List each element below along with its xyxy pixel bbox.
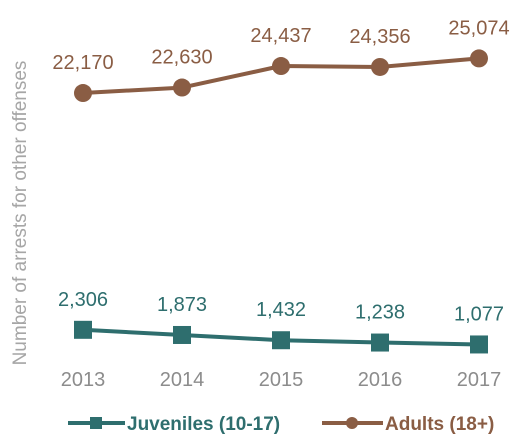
- data-label: 1,077: [454, 303, 504, 325]
- series-adults: 22,170 22,630 24,437 24,356 25,074: [52, 17, 510, 103]
- legend: Juveniles (10-17) Adults (18+): [68, 414, 494, 435]
- data-label: 24,437: [250, 25, 311, 47]
- data-point: [470, 49, 488, 68]
- x-tick-label: 2017: [457, 369, 502, 391]
- data-point: [272, 331, 290, 350]
- data-point: [74, 84, 92, 103]
- data-point: [272, 57, 290, 76]
- legend-item-juveniles: Juveniles (10-17): [68, 414, 280, 435]
- legend-marker: [346, 417, 358, 429]
- data-label: 24,356: [349, 26, 410, 48]
- data-label: 2,306: [58, 289, 108, 311]
- series-group: 2,306 1,873 1,432 1,238 1,077 22,170 22,630 24,…: [52, 17, 510, 354]
- x-tick-label: 2015: [259, 369, 304, 391]
- data-point: [470, 335, 488, 354]
- series-juveniles: 2,306 1,873 1,432 1,238 1,077: [58, 289, 504, 354]
- data-label: 1,432: [256, 299, 306, 321]
- x-tick-label: 2016: [358, 369, 403, 391]
- x-tick-label: 2014: [160, 369, 205, 391]
- data-label: 25,074: [448, 17, 509, 39]
- data-point: [173, 78, 191, 97]
- data-label: 1,873: [157, 294, 207, 316]
- data-label: 22,630: [151, 47, 212, 69]
- data-label: 22,170: [52, 52, 113, 74]
- data-point: [371, 57, 389, 76]
- legend-label: Adults (18+): [385, 414, 494, 435]
- data-point: [173, 325, 191, 344]
- data-label: 1,238: [355, 302, 405, 324]
- y-axis-label: Number of arrests for other offenses: [10, 61, 31, 366]
- data-point: [371, 333, 389, 352]
- x-axis-ticks: 2013 2014 2015 2016 2017: [61, 369, 502, 391]
- x-tick-label: 2013: [61, 369, 106, 391]
- legend-marker: [90, 417, 102, 429]
- legend-item-adults: Adults (18+): [322, 414, 494, 435]
- data-point: [74, 320, 92, 339]
- legend-label: Juveniles (10-17): [127, 414, 280, 435]
